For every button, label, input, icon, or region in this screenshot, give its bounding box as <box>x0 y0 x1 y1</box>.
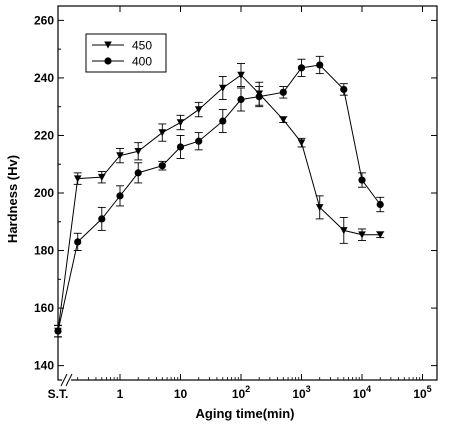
data-point-450 <box>237 71 245 79</box>
data-point-450 <box>194 106 203 114</box>
x-axis-label: Aging time(min) <box>196 406 295 421</box>
legend-marker-400 <box>104 57 112 65</box>
series-group <box>54 55 385 338</box>
series-400 <box>54 55 385 338</box>
data-point-400 <box>134 169 142 177</box>
legend-box <box>85 33 167 73</box>
data-point-400 <box>358 176 366 184</box>
x-tick-label: 103 <box>292 384 310 401</box>
data-point-400 <box>237 95 245 104</box>
y-tick-label: 260 <box>34 13 54 27</box>
axis-break-gap <box>62 374 71 386</box>
data-point-450 <box>358 231 366 239</box>
data-point-400 <box>219 117 227 125</box>
y-tick-label: 160 <box>34 301 54 315</box>
series-450 <box>54 63 385 338</box>
data-point-400 <box>176 143 185 151</box>
data-point-450 <box>158 129 167 137</box>
x-tick-label: 104 <box>353 384 371 401</box>
legend: 450 400 <box>85 33 167 73</box>
series-line-450 <box>57 74 381 332</box>
x-tick-label: S.T. <box>48 387 69 401</box>
data-point-450 <box>116 152 124 160</box>
data-point-450 <box>279 116 288 124</box>
series-line-400 <box>57 64 381 332</box>
x-tick-label: 1 <box>117 387 124 401</box>
data-point-400 <box>74 238 82 246</box>
y-tick-label: 220 <box>34 128 54 142</box>
y-tick-label: 200 <box>34 186 54 200</box>
data-point-400 <box>54 327 62 335</box>
data-point-400 <box>297 64 306 72</box>
data-point-400 <box>116 192 124 200</box>
data-point-450 <box>73 175 82 183</box>
y-tick-label: 180 <box>34 244 54 258</box>
data-point-400 <box>316 61 324 69</box>
data-point-400 <box>158 162 166 170</box>
x-tick-label: 102 <box>232 384 250 401</box>
legend-label-450: 450 <box>132 39 152 53</box>
y-tick-label: 140 <box>34 359 54 373</box>
y-axis-label: Hardness (Hv) <box>5 155 20 243</box>
y-tick-label: 240 <box>34 71 54 85</box>
data-point-450 <box>297 139 306 147</box>
data-point-450 <box>376 231 385 239</box>
data-point-450 <box>176 119 185 127</box>
axis-break-mark <box>60 373 68 387</box>
data-point-400 <box>340 85 348 94</box>
axis-break-mark <box>65 373 73 387</box>
data-point-400 <box>279 88 287 96</box>
data-point-450 <box>134 147 143 156</box>
x-tick-label: 10 <box>174 387 188 401</box>
x-tick-label: 105 <box>413 384 431 401</box>
data-point-450 <box>315 204 324 212</box>
data-point-450 <box>339 227 348 235</box>
data-point-400 <box>195 137 203 145</box>
data-point-400 <box>376 200 384 209</box>
data-point-400 <box>98 215 106 223</box>
legend-marker-450 <box>104 41 112 49</box>
data-point-450 <box>97 173 106 181</box>
legend-label-400: 400 <box>132 55 152 69</box>
data-point-450 <box>218 84 227 92</box>
data-point-400 <box>255 93 263 101</box>
